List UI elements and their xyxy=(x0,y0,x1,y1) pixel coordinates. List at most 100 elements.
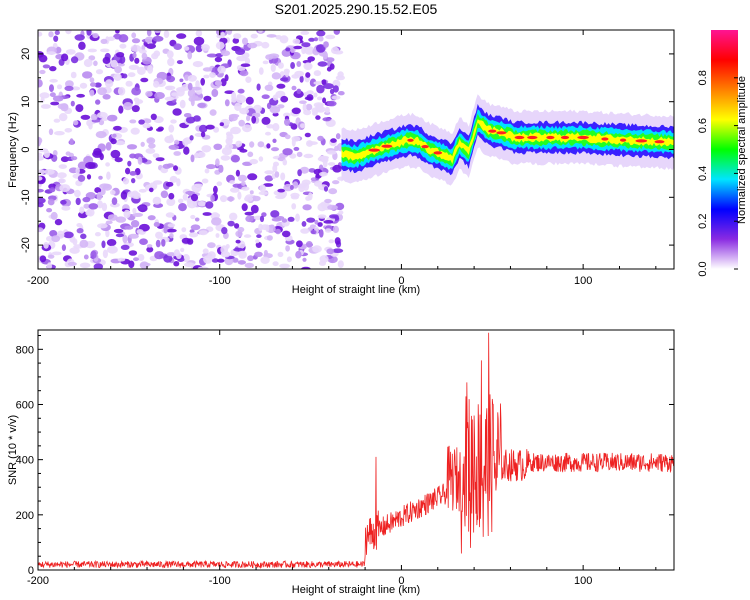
spectrogram-noise-blob xyxy=(241,181,246,187)
spectrogram-noise-blob xyxy=(317,214,327,219)
spectrogram-noise-blob xyxy=(88,122,93,130)
spectrogram-noise-blob xyxy=(153,80,160,88)
spectrogram-noise-blob xyxy=(44,169,55,175)
spectrogram-noise-blob xyxy=(215,158,220,167)
spectrogram-noise-blob xyxy=(61,244,66,252)
spectrogram-noise-blob xyxy=(105,229,110,238)
spectrogram-noise-blob xyxy=(97,111,108,119)
spectrogram-noise-blob xyxy=(282,159,288,166)
spectrogram-noise-blob xyxy=(309,78,317,87)
spectrogram-noise-blob xyxy=(328,188,338,195)
spectrogram-noise-blob xyxy=(146,43,156,49)
spectrogram-noise-blob xyxy=(125,167,131,175)
spectrogram-noise-blob xyxy=(38,197,46,204)
spectrogram-noise-blob xyxy=(38,152,43,157)
spectrogram-noise-blob xyxy=(49,78,58,83)
spectrogram-x-label: Height of straight line (km) xyxy=(292,284,420,296)
spectrogram-noise-blob xyxy=(300,123,306,129)
spectrogram-noise-blob xyxy=(124,225,134,230)
spectrogram-noise-blob xyxy=(166,252,176,257)
snr-y-tick-label: 800 xyxy=(16,344,34,356)
spectrogram-noise-blob xyxy=(203,74,210,79)
spectrogram-noise-blob xyxy=(313,70,322,77)
spectrogram-noise-blob xyxy=(274,171,280,178)
spectrogram-noise-blob xyxy=(315,115,321,120)
spectrogram-noise-blob xyxy=(328,239,335,244)
spectrogram-noise-blob xyxy=(317,96,323,101)
spectrogram-noise-blob xyxy=(291,203,297,210)
spectrogram-noise-blob xyxy=(194,217,200,222)
spectrogram-noise-blob xyxy=(137,205,146,210)
spectrogram-noise-blob xyxy=(70,156,78,161)
spectrogram-noise-blob xyxy=(279,263,290,269)
snr-x-label: Height of straight line (km) xyxy=(292,584,420,596)
spectrogram-noise-blob xyxy=(94,232,101,237)
spectrogram-noise-blob xyxy=(213,126,220,133)
spectrogram-noise-blob xyxy=(107,114,118,122)
spectrogram-noise-blob xyxy=(155,157,165,162)
snr-plot: -200 -100 0 100 0 200 400 600 800 Height of stra… xyxy=(7,329,675,596)
spectrogram-noise-blob xyxy=(327,100,337,107)
spectrogram-noise-blob xyxy=(133,97,140,103)
spectrogram-noise-blob xyxy=(64,85,74,91)
spectrogram-noise-blob xyxy=(163,30,170,38)
spectrogram-signal-peak xyxy=(654,140,665,144)
spectrogram-noise-blob xyxy=(89,77,95,83)
spectrogram-noise-blob xyxy=(275,216,285,220)
spectrogram-noise-blob xyxy=(75,167,80,175)
spectrogram-noise-blob xyxy=(236,94,243,99)
spectrogram-noise-blob xyxy=(65,49,76,55)
spectrogram-noise-blob xyxy=(102,94,111,100)
spectrogram-noise-blob xyxy=(146,244,153,248)
spectrogram-noise-blob xyxy=(64,128,73,133)
spectrogram-noise-blob xyxy=(153,50,161,57)
spectrogram-noise-blob xyxy=(185,190,196,195)
spectrogram-signal-peak xyxy=(421,145,429,149)
spectrogram-noise-blob xyxy=(201,145,212,153)
spectrogram-noise-blob xyxy=(280,172,286,181)
spectrogram-noise-blob xyxy=(229,212,238,221)
spectrogram-noise-blob xyxy=(114,140,126,146)
spectrogram-noise-blob xyxy=(94,82,102,88)
spectrogram-noise-blob xyxy=(76,223,83,228)
spectrogram-noise-blob xyxy=(65,151,71,156)
spectrogram-noise-blob xyxy=(93,263,103,269)
spectrogram-noise-blob xyxy=(160,190,169,199)
spectrogram-noise-blob xyxy=(130,127,140,135)
spectrogram-noise-blob xyxy=(113,125,122,131)
spectrogram-noise-blob xyxy=(73,120,79,126)
spectrogram-signal-peak xyxy=(546,135,555,140)
spectrogram-noise-blob xyxy=(209,109,217,116)
spectrogram-noise-blob xyxy=(155,239,161,248)
spectrogram-noise-blob xyxy=(145,148,156,154)
spectrogram-noise-blob xyxy=(52,95,64,102)
spectrogram-noise-blob xyxy=(265,131,271,136)
spectrogram-noise-blob xyxy=(54,30,60,36)
spectrogram-noise-blob xyxy=(282,148,293,156)
spectrogram-noise-blob xyxy=(299,100,307,104)
spectrogram-noise-blob xyxy=(324,198,332,204)
spectrogram-noise-blob xyxy=(118,34,129,43)
spectrogram-noise-blob xyxy=(254,251,263,257)
colorbar-tick-label: 0.2 xyxy=(697,214,709,229)
spectrogram-noise-blob xyxy=(82,196,91,203)
spectrogram-noise-blob xyxy=(114,66,122,74)
spectrogram-noise-blob xyxy=(247,173,258,181)
spectrogram-x-tick-label: 100 xyxy=(574,275,592,287)
spectrogram-noise-blob xyxy=(296,240,303,248)
spectrogram-noise-blob xyxy=(131,32,137,39)
spectrogram-noise-blob xyxy=(317,203,327,212)
spectrogram-noise-blob xyxy=(193,36,205,46)
spectrogram-noise-blob xyxy=(146,246,154,253)
spectrogram-noise-blob xyxy=(331,95,341,100)
spectrogram-noise-blob xyxy=(39,92,50,99)
spectrogram-noise-blob xyxy=(280,95,289,103)
spectrogram-noise-blob xyxy=(263,249,268,256)
spectrogram-noise-blob xyxy=(90,250,97,259)
spectrogram-noise-blob xyxy=(161,239,166,247)
spectrogram-noise-blob xyxy=(177,198,184,204)
spectrogram-noise-blob xyxy=(276,83,286,89)
spectrogram-noise-blob xyxy=(74,34,85,41)
spectrogram-noise-blob xyxy=(147,65,154,74)
spectrogram-noise-blob xyxy=(291,136,301,142)
